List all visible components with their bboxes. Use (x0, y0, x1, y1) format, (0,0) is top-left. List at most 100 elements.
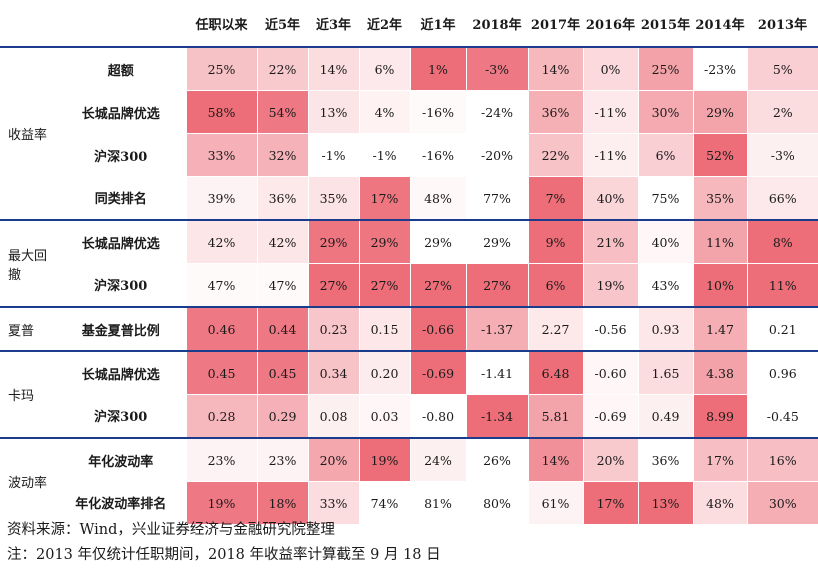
value-cell: 25% (185, 46, 257, 91)
value-cell: 0.96 (746, 350, 818, 395)
column-header: 近3年 (315, 17, 352, 33)
performance-table: 任职以来 近5年 近3年 近2年 近1年 2018年 2017年 2016年 2015年 2014… (0, 0, 818, 524)
row-label: 长城品牌优选 (81, 236, 160, 252)
value-cell: 0.34 (307, 350, 359, 395)
value-cell: 33% (307, 481, 359, 524)
value-cell: 81% (409, 481, 466, 524)
group-label: 最大回撤 (8, 248, 48, 283)
value-cell: 77% (465, 176, 528, 220)
value-cell: -1% (307, 133, 359, 177)
value-cell: 2.27 (527, 306, 583, 351)
value-cell: -0.60 (582, 350, 638, 395)
value-cell: 43% (637, 263, 693, 307)
value-cell: -1.37 (465, 306, 528, 351)
value-cell: 0% (582, 46, 638, 91)
value-cell: 22% (527, 133, 583, 177)
value-cell: 80% (465, 481, 528, 524)
table-row: 沪深300 47% 47% 27% 27% 27% 27% 6% 19% 43% 10% 11% (0, 263, 818, 307)
value-cell: 52% (692, 133, 747, 177)
value-cell: 6% (637, 133, 693, 177)
value-cell: -3% (465, 46, 528, 91)
notes: 资料来源：Wind，兴业证券经济与金融研究院整理 注：2013 年仅统计任职期间… (7, 518, 441, 568)
value-cell: 19% (582, 263, 638, 307)
value-cell: 5.81 (527, 394, 583, 438)
row-label: 年化波动率 (88, 454, 154, 470)
row-label: 超额 (107, 63, 134, 79)
group-label: 收益率 (8, 128, 48, 143)
value-cell: 48% (409, 176, 466, 220)
value-cell: 29% (409, 219, 466, 264)
value-cell: -0.45 (746, 394, 818, 438)
value-cell: 54% (256, 90, 308, 134)
value-cell: 29% (358, 219, 410, 264)
column-header: 2018年 (472, 17, 522, 33)
table-row: 最大回撤 长城品牌优选 42% 42% 29% 29% 29% 29% 9% 21% 40% 11% 8… (0, 219, 818, 283)
value-cell: 32% (256, 133, 308, 177)
column-header: 2014年 (695, 17, 745, 33)
value-cell: 6.48 (527, 350, 583, 395)
value-cell: 0.93 (637, 306, 693, 351)
value-cell: 33% (185, 133, 257, 177)
value-cell: -16% (409, 90, 466, 134)
table-row: 夏普 基金夏普比例 0.46 0.44 0.23 0.15 -0.66 -1.37 2.27 -0… (0, 306, 818, 351)
value-cell: 0.46 (185, 306, 257, 351)
column-header: 近1年 (420, 17, 456, 33)
column-header: 任职以来 (195, 17, 248, 33)
value-cell: 10% (692, 263, 747, 307)
value-cell: 42% (185, 219, 257, 264)
value-cell: 11% (746, 263, 818, 307)
row-label: 长城品牌优选 (81, 367, 160, 383)
header-row: 任职以来 近5年 近3年 近2年 近1年 2018年 2017年 2016年 2015年 2014… (0, 0, 818, 47)
value-cell: -1.34 (465, 394, 528, 438)
value-cell: 7% (527, 176, 583, 220)
value-cell: 0.45 (185, 350, 257, 395)
row-label: 年化波动率排名 (75, 497, 167, 513)
value-cell: 20% (582, 437, 638, 482)
value-cell: 1.47 (692, 306, 747, 351)
value-cell: 14% (527, 46, 583, 91)
value-cell: -0.80 (409, 394, 466, 438)
value-cell: 0.45 (256, 350, 308, 395)
value-cell: 0.29 (256, 394, 308, 438)
value-cell: -1.41 (465, 350, 528, 395)
value-cell: 47% (256, 263, 308, 307)
column-header: 近2年 (366, 17, 403, 33)
value-cell: 16% (746, 437, 818, 482)
value-cell: 61% (527, 481, 583, 524)
value-cell: -3% (746, 133, 818, 177)
value-cell: 36% (637, 437, 693, 482)
value-cell: 2% (746, 90, 818, 134)
value-cell: 0.15 (358, 306, 410, 351)
value-cell: 17% (582, 481, 638, 524)
value-cell: 0.20 (358, 350, 410, 395)
row-label: 同类排名 (94, 192, 147, 208)
value-cell: -23% (692, 46, 747, 91)
value-cell: 23% (185, 437, 257, 482)
value-cell: -16% (409, 133, 466, 177)
value-cell: 30% (746, 481, 818, 524)
value-cell: 29% (465, 219, 528, 264)
value-cell: 20% (307, 437, 359, 482)
value-cell: 17% (692, 437, 747, 482)
table-body: 收益率 超额 25% 22% 14% 6% 1% -3% 14% 0% 25% -23% 5% 长城品牌优… (0, 46, 818, 524)
value-cell: 39% (185, 176, 257, 220)
value-cell: 0.49 (637, 394, 693, 438)
row-label: 基金夏普比例 (81, 323, 160, 339)
column-header: 2017年 (530, 17, 581, 33)
value-cell: 8.99 (692, 394, 747, 438)
group-label: 波动率 (8, 476, 48, 491)
value-cell: 23% (256, 437, 308, 482)
value-cell: 35% (307, 176, 359, 220)
table-row: 收益率 超额 25% 22% 14% 6% 1% -3% 14% 0% 25% -23% 5% (0, 46, 818, 143)
column-header: 近5年 (264, 17, 301, 33)
value-cell: 0.28 (185, 394, 257, 438)
value-cell: 66% (746, 176, 818, 220)
value-cell: 27% (358, 263, 410, 307)
value-cell: 29% (307, 219, 359, 264)
value-cell: -1% (358, 133, 410, 177)
value-cell: 4% (358, 90, 410, 134)
value-cell: 11% (692, 219, 747, 264)
value-cell: -0.56 (582, 306, 638, 351)
value-cell: 74% (358, 481, 410, 524)
value-cell: 17% (358, 176, 410, 220)
